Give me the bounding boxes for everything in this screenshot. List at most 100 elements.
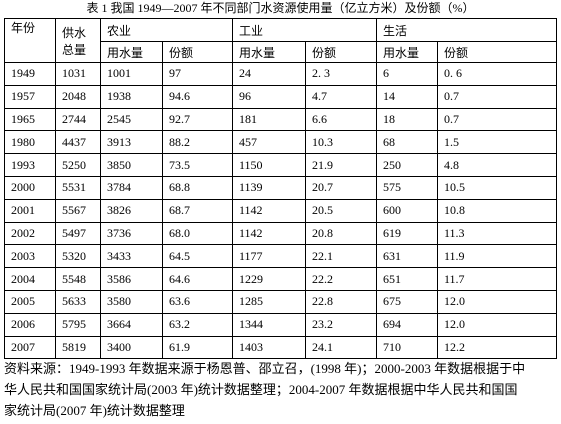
cell: 1938: [100, 84, 163, 109]
cell: 5531: [55, 175, 101, 200]
cell: 10.3: [305, 130, 377, 155]
source-line: 资料来源：1949-1993 年数据来源于杨恩普、邵立召，(1998 年)；20…: [4, 361, 526, 376]
cell: 12.0: [437, 312, 557, 337]
cell: 22.1: [305, 244, 377, 269]
cell: 2002: [4, 221, 56, 246]
cell: 694: [376, 312, 438, 337]
data-row: 2003 5320 3433 64.5 1177 22.1 631 11.9: [4, 244, 557, 269]
cell: 61.9: [162, 335, 233, 360]
header-row: 年份 供水 总量 农业 工业 生活: [4, 18, 557, 63]
cell: 0. 6: [437, 62, 557, 86]
cell: 1142: [232, 198, 306, 223]
data-row: 1965 2744 2545 92.7 181 6.6 18 0.7: [4, 107, 557, 132]
header-cell: 供水 总量: [55, 18, 101, 63]
header-cell: 年份: [4, 18, 56, 63]
cell: 1285: [232, 289, 306, 314]
cell: 2000: [4, 175, 56, 200]
cell: 2007: [4, 335, 56, 360]
cell: 94.6: [162, 84, 233, 109]
cell: 6.6: [305, 107, 377, 132]
cell: 1001: [100, 62, 163, 86]
source-note: 资料来源：1949-1993 年数据来源于杨恩普、邵立召，(1998 年)；20…: [4, 358, 560, 421]
cell: 3913: [100, 130, 163, 155]
cell: 1344: [232, 312, 306, 337]
cell: 3586: [100, 267, 163, 291]
cell: 3736: [100, 221, 163, 246]
cell: 20.7: [305, 175, 377, 200]
cell: 14: [376, 84, 438, 109]
group-header: 工业: [232, 18, 377, 42]
cell: 12.2: [437, 335, 557, 360]
cell: 1957: [4, 84, 56, 109]
cell: 3400: [100, 335, 163, 360]
sub-header: 用水量: [232, 41, 306, 63]
cell: 4.8: [437, 153, 557, 177]
cell: 4437: [55, 130, 101, 155]
cell: 250: [376, 153, 438, 177]
cell: 1980: [4, 130, 56, 155]
cell: 1142: [232, 221, 306, 246]
cell: 3784: [100, 175, 163, 200]
data-row: 1980 4437 3913 88.2 457 10.3 68 1.5: [4, 130, 557, 155]
data-row: 2005 5633 3580 63.6 1285 22.8 675 12.0: [4, 289, 557, 314]
cell: 10.8: [437, 198, 557, 223]
data-row: 2000 5531 3784 68.8 1139 20.7 575 10.5: [4, 175, 557, 200]
water-table: 年份 供水 总量 农业 工业 生活 用水量 份额 用水量 份额 用水量 份额 1949 1031 1001 9…: [4, 18, 557, 360]
cell: 5819: [55, 335, 101, 360]
cell: 3433: [100, 244, 163, 269]
cell: 2003: [4, 244, 56, 269]
cell: 181: [232, 107, 306, 132]
cell: 1139: [232, 175, 306, 200]
cell: 1403: [232, 335, 306, 360]
cell: 675: [376, 289, 438, 314]
cell: 2. 3: [305, 62, 377, 86]
cell: 631: [376, 244, 438, 269]
cell: 68.7: [162, 198, 233, 223]
cell: 12.0: [437, 289, 557, 314]
source-line: 家统计局(2007 年)统计数据整理: [4, 403, 185, 418]
data-row: 2006 5795 3664 63.2 1344 23.2 694 12.0: [4, 312, 557, 337]
cell: 68.8: [162, 175, 233, 200]
cell: 11.7: [437, 267, 557, 291]
cell: 4.7: [305, 84, 377, 109]
sub-header: 用水量: [100, 41, 163, 63]
cell: 11.9: [437, 244, 557, 269]
cell: 10.5: [437, 175, 557, 200]
cell: 20.8: [305, 221, 377, 246]
cell: 63.6: [162, 289, 233, 314]
cell: 5567: [55, 198, 101, 223]
cell: 3580: [100, 289, 163, 314]
sub-header: 份额: [162, 41, 233, 63]
data-row: 2002 5497 3736 68.0 1142 20.8 619 11.3: [4, 221, 557, 246]
data-row: 1993 5250 3850 73.5 1150 21.9 250 4.8: [4, 153, 557, 177]
cell: 96: [232, 84, 306, 109]
cell: 1949: [4, 62, 56, 86]
cell: 1993: [4, 153, 56, 177]
cell: 600: [376, 198, 438, 223]
cell: 68.0: [162, 221, 233, 246]
cell: 22.8: [305, 289, 377, 314]
cell: 5320: [55, 244, 101, 269]
cell: 11.3: [437, 221, 557, 246]
cell: 6: [376, 62, 438, 86]
cell: 88.2: [162, 130, 233, 155]
sub-header: 份额: [437, 41, 557, 63]
cell: 23.2: [305, 312, 377, 337]
cell: 1.5: [437, 130, 557, 155]
source-line: 华人民共和国国家统计局(2003 年)统计数据整理；2004-2007 年数据根…: [4, 382, 518, 397]
cell: 710: [376, 335, 438, 360]
cell: 2006: [4, 312, 56, 337]
cell: 24.1: [305, 335, 377, 360]
cell: 5497: [55, 221, 101, 246]
cell: 457: [232, 130, 306, 155]
table-title: 表 1 我国 1949—2007 年不同部门水资源使用量（亿立方米）及份额（%）: [86, 1, 475, 15]
cell: 68: [376, 130, 438, 155]
cell: 5795: [55, 312, 101, 337]
cell: 2744: [55, 107, 101, 132]
header-text: 供水: [62, 25, 87, 40]
cell: 92.7: [162, 107, 233, 132]
sub-header: 份额: [305, 41, 377, 63]
data-row: 1949 1031 1001 97 24 2. 3 6 0. 6: [4, 62, 557, 86]
cell: 2048: [55, 84, 101, 109]
